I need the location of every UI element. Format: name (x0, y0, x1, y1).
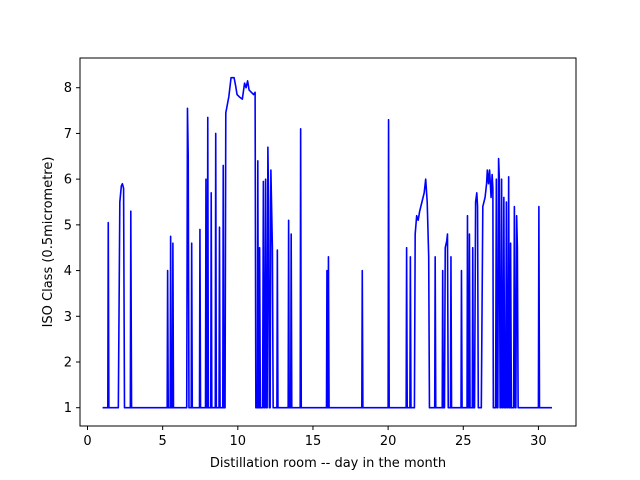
x-tick-label: 10 (230, 434, 247, 449)
y-axis-ticks: 1 2 3 4 5 6 7 8 (64, 81, 80, 416)
x-tick-label: 30 (530, 434, 547, 449)
y-tick-label: 6 (64, 173, 72, 188)
y-tick-label: 4 (64, 264, 72, 279)
y-tick-label: 5 (64, 218, 72, 233)
y-tick-label: 3 (64, 310, 72, 325)
x-tick-label: 20 (380, 434, 397, 449)
x-axis-label: Distillation room -- day in the month (210, 456, 446, 471)
y-axis-label: ISO Class (0.5micrometre) (41, 157, 56, 328)
y-tick-label: 1 (64, 401, 72, 416)
series-layer (102, 76, 552, 409)
x-axis-ticks: 0 5 10 15 20 25 30 (83, 426, 547, 449)
x-tick-label: 5 (159, 434, 167, 449)
y-tick-label: 7 (64, 127, 72, 142)
x-tick-label: 15 (305, 434, 322, 449)
x-tick-label: 25 (455, 434, 472, 449)
plot-frame (79, 57, 577, 427)
series-line-0 (102, 76, 552, 409)
y-tick-label: 2 (64, 356, 72, 371)
x-tick-label: 0 (83, 434, 91, 449)
y-tick-label: 8 (64, 81, 72, 96)
